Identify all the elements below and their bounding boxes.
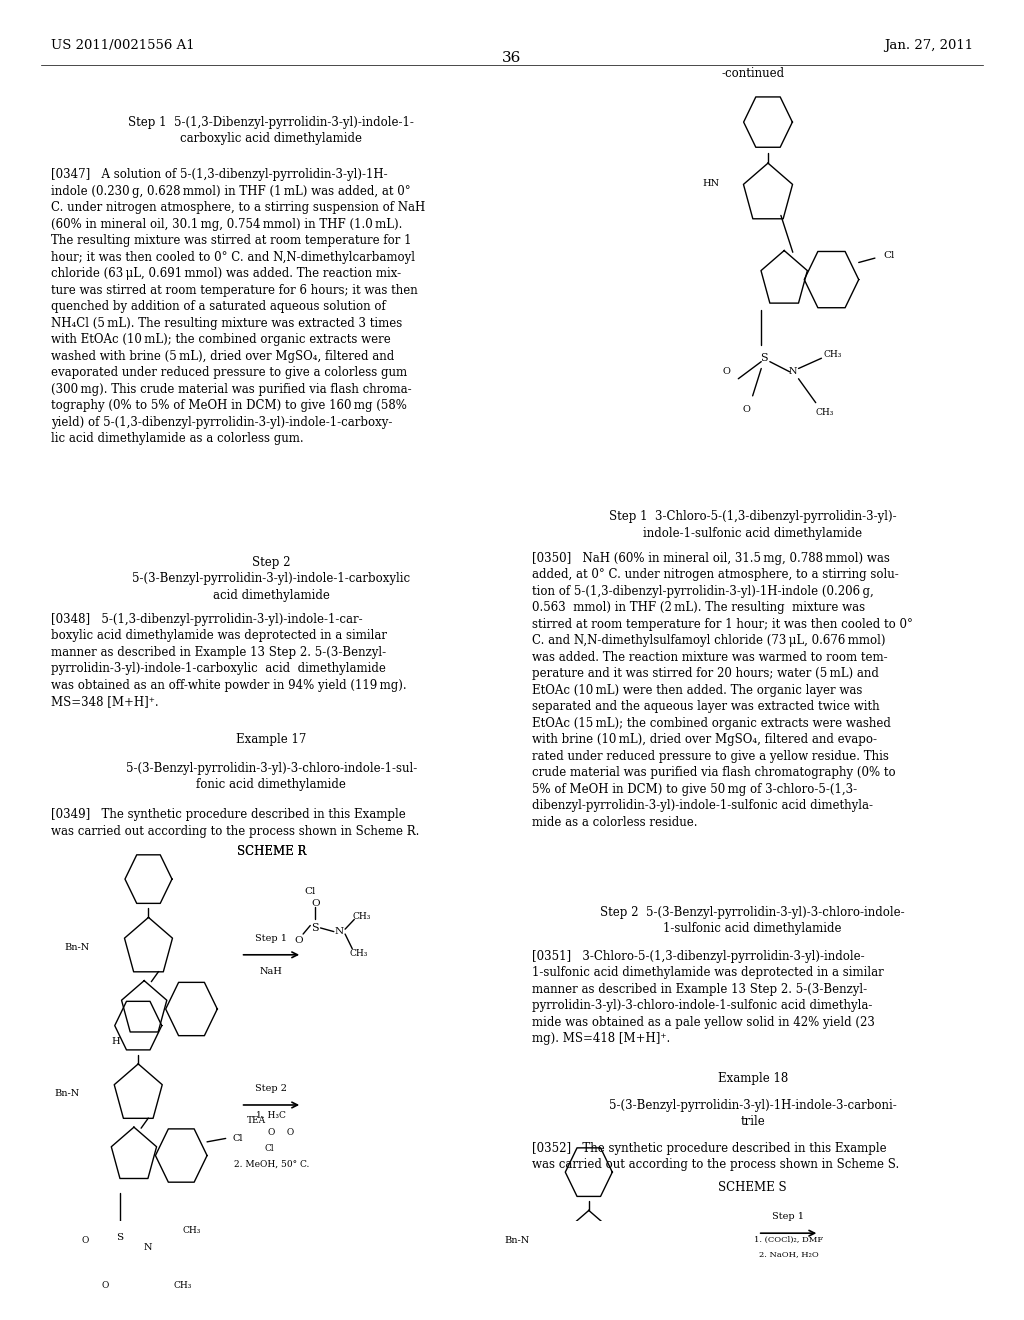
Text: N: N [335,927,343,936]
Text: Bn-N: Bn-N [505,1236,529,1245]
Text: [0352]   The synthetic procedure described in this Example
was carried out accor: [0352] The synthetic procedure described… [532,1142,900,1171]
Text: US 2011/0021556 A1: US 2011/0021556 A1 [51,40,195,51]
Text: TEA: TEA [247,1115,265,1125]
Text: S: S [760,354,768,363]
Text: Cl: Cl [883,251,895,260]
Text: -continued: -continued [721,67,784,81]
Text: CH₃: CH₃ [182,1226,201,1236]
Text: 36: 36 [503,51,521,65]
Text: Cl: Cl [304,887,316,896]
Text: Example 17: Example 17 [237,733,306,746]
Text: 2. MeOH, 50° C.: 2. MeOH, 50° C. [233,1160,309,1170]
Text: O    O: O O [268,1129,295,1138]
Text: 5-(3-Benzyl-pyrrolidin-3-yl)-1H-indole-3-carboni-
trile: 5-(3-Benzyl-pyrrolidin-3-yl)-1H-indole-3… [608,1098,897,1129]
Text: SCHEME R: SCHEME R [237,845,306,858]
Text: [0349]   The synthetic procedure described in this Example
was carried out accor: [0349] The synthetic procedure described… [51,808,420,838]
Text: Step 1  5-(1,3-Dibenzyl-pyrrolidin-3-yl)-indole-1-
carboxylic acid dimethylamide: Step 1 5-(1,3-Dibenzyl-pyrrolidin-3-yl)-… [128,116,415,145]
Text: SCHEME S: SCHEME S [718,1180,787,1193]
Text: [0348]   5-(1,3-dibenzyl-pyrrolidin-3-yl)-indole-1-car-
boxylic acid dimethylami: [0348] 5-(1,3-dibenzyl-pyrrolidin-3-yl)-… [51,612,407,709]
Text: 1. H₃C: 1. H₃C [256,1111,287,1121]
Text: CH₃: CH₃ [823,350,842,359]
Text: NaH: NaH [260,968,283,975]
Text: Bn-N: Bn-N [65,942,89,952]
Text: Step 1: Step 1 [772,1212,805,1221]
Text: Step 1: Step 1 [255,933,288,942]
Text: O: O [743,405,751,414]
Text: CH₃: CH₃ [349,949,368,958]
Text: H: H [112,1038,120,1045]
Text: HN: HN [702,180,719,189]
Text: O: O [723,367,731,376]
Text: O: O [295,936,303,945]
Text: Example 18: Example 18 [718,1072,787,1085]
Text: Step 2: Step 2 [255,1084,288,1093]
Text: Step 2
5-(3-Benzyl-pyrrolidin-3-yl)-indole-1-carboxylic
acid dimethylamide: Step 2 5-(3-Benzyl-pyrrolidin-3-yl)-indo… [132,556,411,602]
Text: Step 1  3-Chloro-5-(1,3-dibenzyl-pyrrolidin-3-yl)-
indole-1-sulfonic acid dimeth: Step 1 3-Chloro-5-(1,3-dibenzyl-pyrrolid… [609,511,896,540]
Text: Bn-N: Bn-N [54,1089,79,1098]
Text: S: S [116,1233,123,1242]
Text: N: N [788,367,797,376]
Text: Cl: Cl [264,1144,274,1154]
Text: 1. (COCl)₂, DMF: 1. (COCl)₂, DMF [754,1236,823,1243]
Text: N: N [144,1243,153,1253]
Text: SCHEME R: SCHEME R [237,845,306,858]
Text: O: O [82,1237,89,1246]
Text: O: O [101,1280,109,1290]
Text: S: S [311,923,319,933]
Text: CH₃: CH₃ [173,1280,191,1290]
Text: CH₃: CH₃ [352,912,371,921]
Text: CH₃: CH₃ [815,408,834,417]
Text: [0350]   NaH (60% in mineral oil, 31.5 mg, 0.788 mmol) was
added, at 0° C. under: [0350] NaH (60% in mineral oil, 31.5 mg,… [532,552,913,829]
Text: O: O [311,899,319,908]
Text: 2. NaOH, H₂O: 2. NaOH, H₂O [759,1250,818,1258]
Text: Cl: Cl [232,1134,244,1143]
Text: [0351]   3-Chloro-5-(1,3-dibenzyl-pyrrolidin-3-yl)-indole-
1-sulfonic acid dimet: [0351] 3-Chloro-5-(1,3-dibenzyl-pyrrolid… [532,950,885,1045]
Text: Jan. 27, 2011: Jan. 27, 2011 [884,40,973,51]
Text: 5-(3-Benzyl-pyrrolidin-3-yl)-3-chloro-indole-1-sul-
fonic acid dimethylamide: 5-(3-Benzyl-pyrrolidin-3-yl)-3-chloro-in… [126,762,417,792]
Text: Step 2  5-(3-Benzyl-pyrrolidin-3-yl)-3-chloro-indole-
1-sulfonic acid dimethylam: Step 2 5-(3-Benzyl-pyrrolidin-3-yl)-3-ch… [600,906,905,936]
Text: [0347]   A solution of 5-(1,3-dibenzyl-pyrrolidin-3-yl)-1H-
indole (0.230 g, 0.6: [0347] A solution of 5-(1,3-dibenzyl-pyr… [51,169,425,445]
